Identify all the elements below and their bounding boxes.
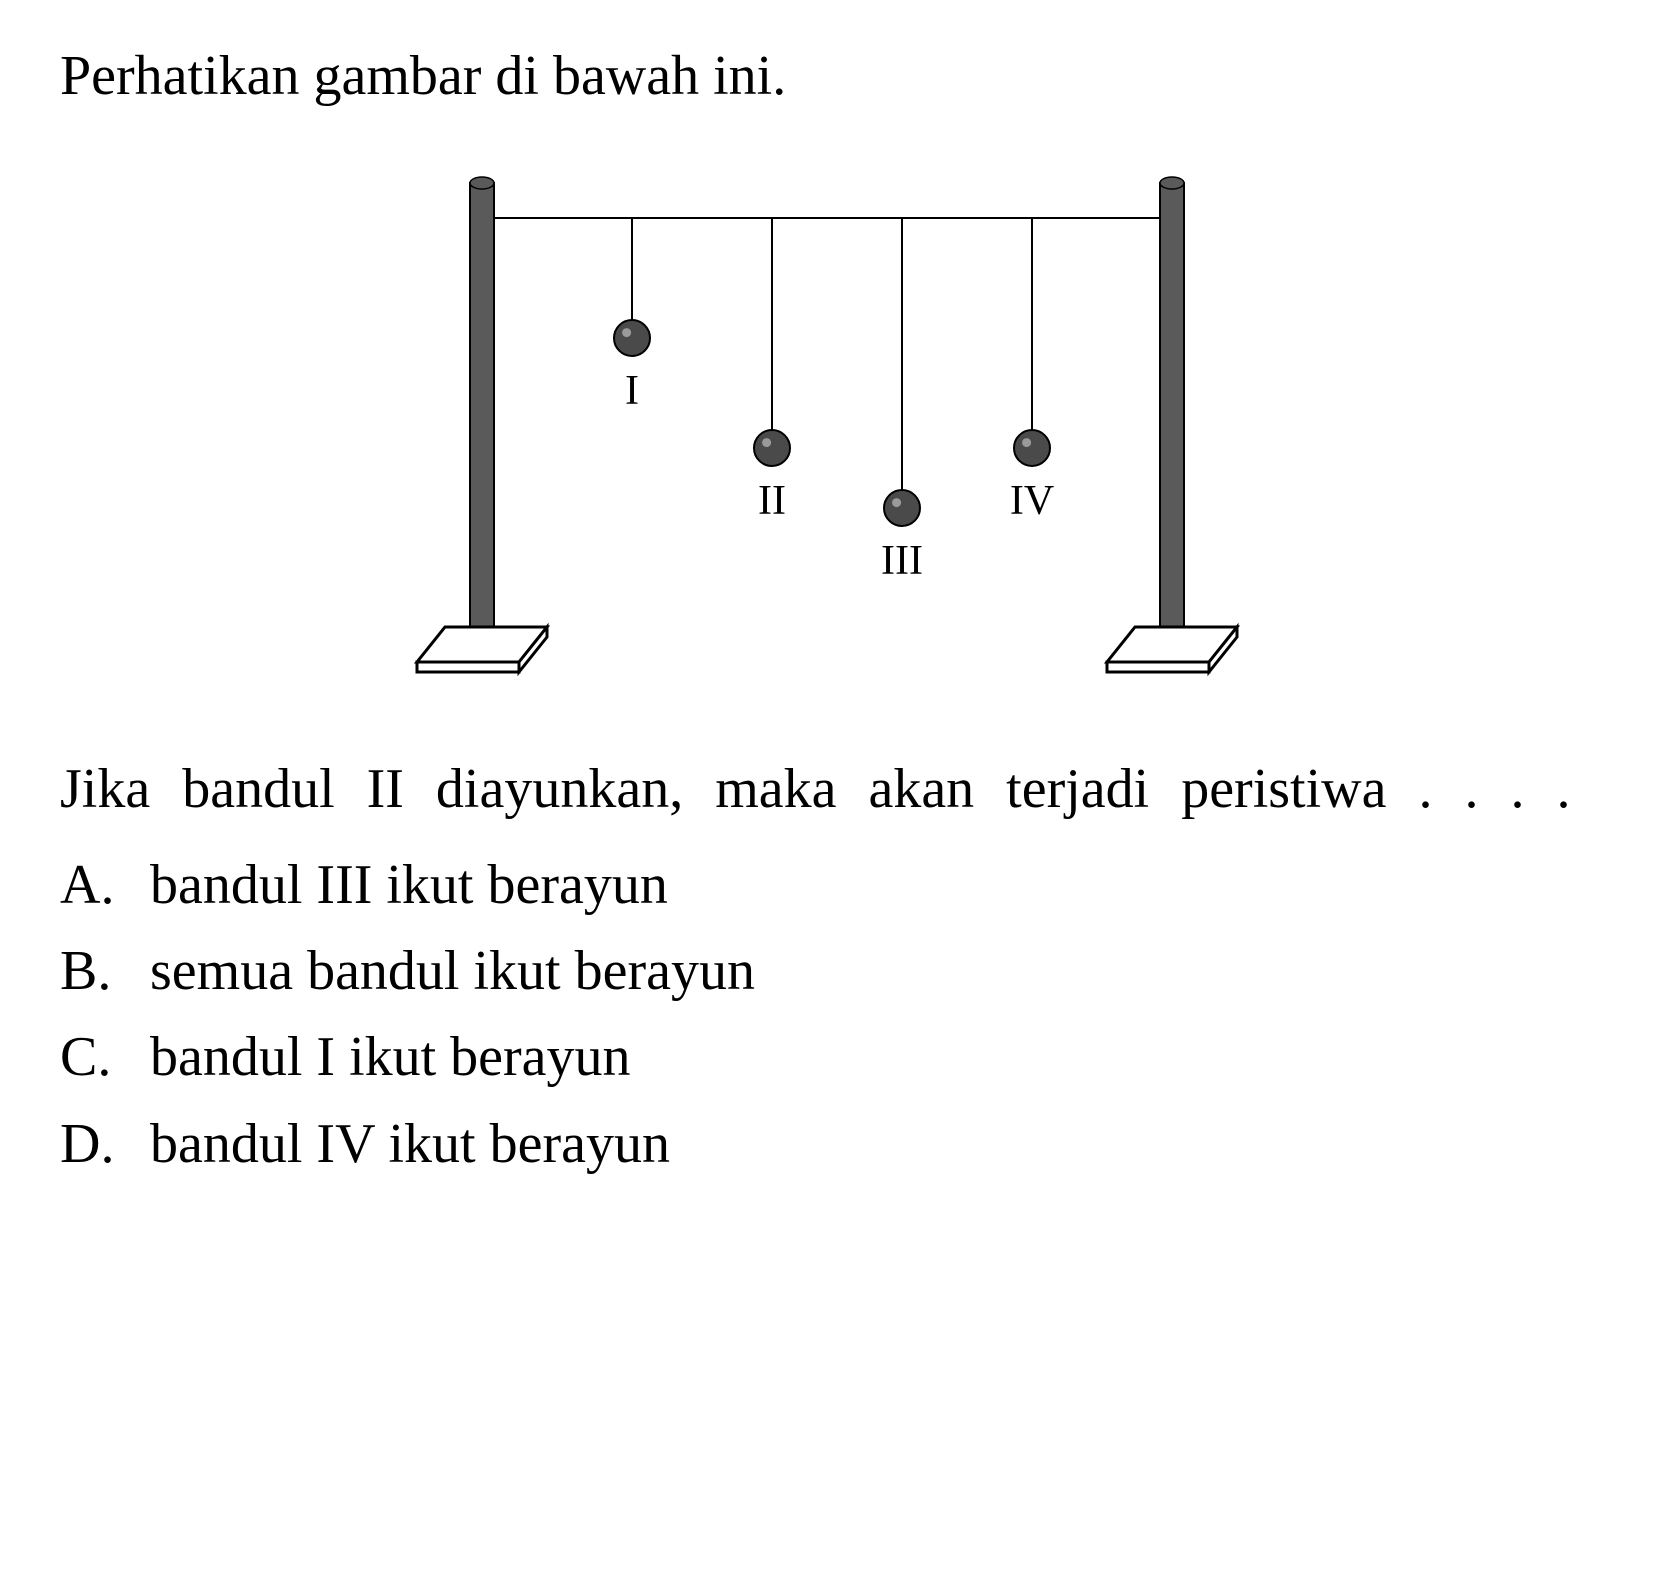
option-letter: A. xyxy=(60,846,150,924)
option-c: C. bandul I ikut berayun xyxy=(60,1018,1594,1096)
option-a: A. bandul III ikut berayun xyxy=(60,846,1594,924)
svg-text:II: II xyxy=(758,478,786,524)
option-b: B. semua bandul ikut berayun xyxy=(60,932,1594,1010)
option-letter: C. xyxy=(60,1018,150,1096)
question-intro: Perhatikan gambar di bawah ini. xyxy=(60,40,1594,113)
option-text: semua bandul ikut berayun xyxy=(150,932,1594,1010)
question-text: Jika bandul II diayunkan, maka akan terj… xyxy=(60,753,1594,826)
diagram-container: IIIIIIIV xyxy=(60,143,1594,703)
svg-text:III: III xyxy=(881,538,923,584)
option-letter: B. xyxy=(60,932,150,1010)
option-text: bandul I ikut berayun xyxy=(150,1018,1594,1096)
pendulum-diagram: IIIIIIIV xyxy=(377,143,1277,703)
option-d: D. bandul IV ikut berayun xyxy=(60,1105,1594,1183)
option-letter: D. xyxy=(60,1105,150,1183)
option-text: bandul IV ikut berayun xyxy=(150,1105,1594,1183)
options-list: A. bandul III ikut berayun B. semua band… xyxy=(60,846,1594,1184)
svg-text:I: I xyxy=(625,368,639,414)
svg-text:IV: IV xyxy=(1010,478,1054,524)
option-text: bandul III ikut berayun xyxy=(150,846,1594,924)
